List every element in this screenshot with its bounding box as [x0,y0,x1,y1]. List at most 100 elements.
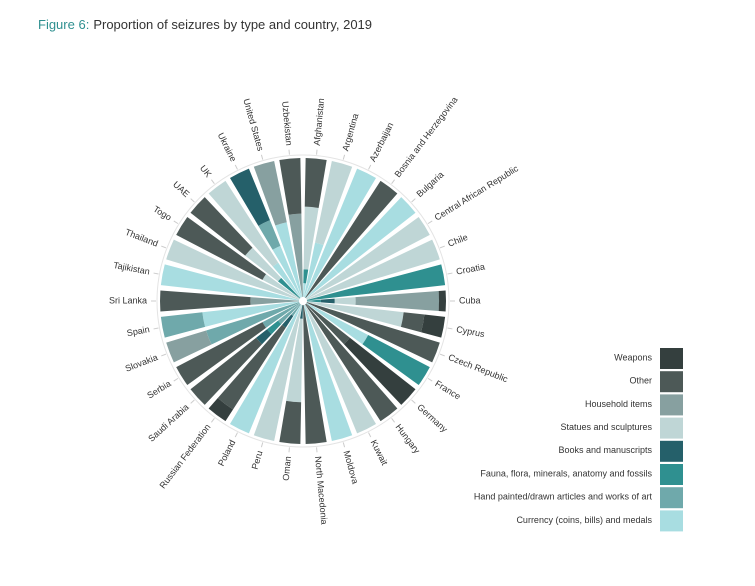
bar-segment [256,329,272,345]
bar-segment [262,274,300,300]
bar-segment [306,239,440,300]
bar-segment [190,197,253,256]
category-label: Ukraine [216,131,239,163]
bar-segment [250,297,300,305]
label-tick [161,353,167,357]
label-tick [234,432,238,438]
bar-segment [305,197,416,299]
legend-label: Statues and sculptures [560,422,652,432]
bar-segment [303,304,353,442]
category-label: Germany [415,402,449,435]
category-label: Spain [126,324,150,338]
label-tick [173,220,179,225]
label-tick [342,442,346,448]
category-label: Bulgaria [414,169,445,199]
category-label: UK [198,163,214,179]
legend-label: Fauna, flora, minerals, anatomy and foss… [480,468,652,478]
category-label: Tajikistan [112,260,150,277]
category-label: Afghanistan [312,98,326,146]
category-label: Azerbaijan [367,121,395,164]
bar-segment [315,160,353,246]
bar-segment [245,247,282,282]
bar-segment [272,262,301,298]
bar-segment [438,290,446,312]
label-tick [447,272,453,275]
category-label: Togo [151,204,173,223]
bar-segment [303,304,327,444]
bar-segment [288,213,303,298]
bar-segment [304,304,377,434]
category-label: Serbia [145,378,172,400]
bar-segment [306,299,321,303]
bar-segment [304,158,327,208]
bar-segment [305,303,350,345]
category-label: Russian Federation [157,422,212,490]
bar-segment [202,301,300,327]
category-label: Cuba [459,295,481,305]
bar-segment [306,216,430,300]
bar-segment [275,222,303,298]
label-tick [190,399,195,404]
label-tick [427,220,433,225]
bar-segment [306,302,440,363]
label-tick [391,179,395,184]
bar-segment [306,302,369,345]
label-tick [439,245,445,249]
bar-segment [277,277,301,299]
category-label: Thailand [124,227,160,249]
label-tick [173,377,179,382]
label-tick [153,327,159,330]
bar-segment [160,264,300,301]
category-label: Slovakia [124,352,159,374]
legend-label: Hand painted/drawn articles and works of… [474,492,653,502]
bar-segment [320,298,335,304]
category-label: North Macedonia [313,456,329,525]
category-label: Argentina [340,112,360,152]
legend-swatch [660,464,683,485]
bar-segment [229,304,302,434]
label-tick [260,442,264,448]
title-label: Figure 6: [38,17,89,32]
title-text: Proportion of seizures by type and count… [93,17,372,32]
label-tick [211,179,215,184]
label-tick [211,418,215,423]
legend-swatch [660,348,683,369]
bar-segment [362,334,430,386]
bar-segment [305,180,398,298]
bar-segment [300,304,303,319]
bar-segment [334,297,356,305]
label-tick [234,164,238,170]
bar-segment [176,216,267,280]
bar-segment [159,290,251,312]
category-label: Central African Republic [433,163,521,223]
label-tick [447,327,453,330]
bar-segment [304,168,377,298]
bar-segment [306,301,404,327]
bar-segment [253,160,287,226]
legend-label: Household items [585,399,653,409]
legend-swatch [660,394,683,416]
bar-segment [291,304,301,317]
bar-segment [355,290,440,312]
bar-segment [176,322,267,386]
label-tick [368,164,372,170]
category-label: Cyprus [456,324,486,339]
bar-segment [400,312,425,333]
bar-segment [160,312,206,338]
bar-segment [277,303,301,325]
bar-segment [343,337,416,405]
category-label: Peru [250,450,265,471]
bar-segment [421,314,446,338]
bar-segment [166,239,300,300]
bar-segment [229,168,270,226]
bar-segment [303,283,306,298]
category-label: Moldova [341,450,360,485]
legend-swatch [660,440,683,462]
legend-swatch [660,487,683,509]
bar-segment [286,318,303,403]
outer-ring [156,154,450,448]
bar-segment [306,264,446,301]
label-tick [260,154,264,160]
category-label: Sri Lanka [109,295,147,305]
